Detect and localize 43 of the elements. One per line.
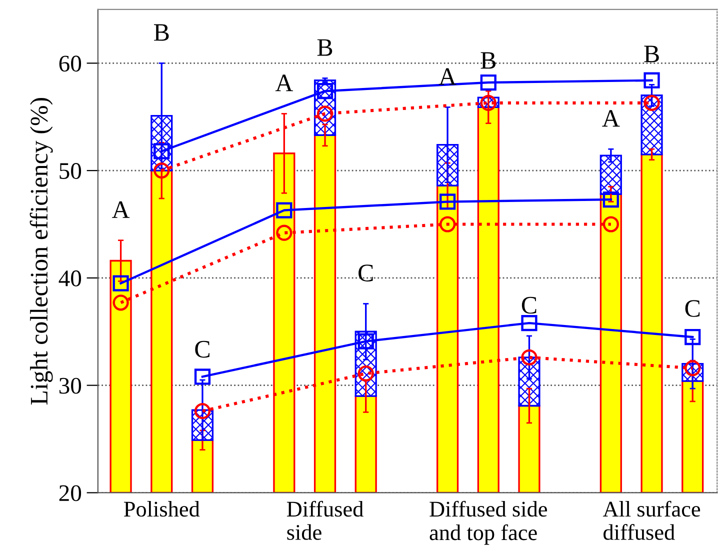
y-tick-label: 20 <box>59 485 82 502</box>
point <box>644 94 660 111</box>
point <box>521 314 538 332</box>
x-tick-label: Polished <box>124 501 200 517</box>
annotation: A <box>275 74 294 92</box>
point <box>602 192 619 208</box>
y-tick-label: 30 <box>59 378 82 394</box>
point <box>112 294 129 311</box>
point <box>154 162 170 179</box>
point <box>112 275 129 292</box>
point <box>602 216 619 232</box>
point <box>439 216 456 232</box>
y-tick-label: 40 <box>58 270 82 286</box>
annotation: C <box>195 340 210 358</box>
annotation: B <box>154 24 169 41</box>
x-tick-label: All surface diffused <box>602 500 700 540</box>
annotation: A <box>602 110 620 127</box>
annotation: C <box>685 300 700 317</box>
annotation: A <box>112 201 130 218</box>
point <box>276 224 292 241</box>
y-tick-label: 50 <box>60 163 82 179</box>
annotation: C <box>358 264 373 282</box>
point <box>358 333 374 350</box>
point <box>358 365 374 382</box>
annotation: B <box>644 46 659 62</box>
annotation: B <box>317 39 332 56</box>
point <box>480 74 496 91</box>
x-tick-label: Diffused side <box>286 500 364 540</box>
point <box>194 368 211 385</box>
point <box>194 403 211 420</box>
point <box>521 349 538 366</box>
y-tick-label: 60 <box>59 56 82 72</box>
point <box>316 83 334 100</box>
y-axis-title: Light collection efficiency (%) <box>30 98 53 405</box>
point <box>644 72 660 88</box>
annotation: B <box>480 52 496 69</box>
point <box>480 94 496 111</box>
annotation: A <box>438 68 456 85</box>
point <box>439 194 456 210</box>
point <box>684 328 701 346</box>
annotation: C <box>522 296 536 314</box>
point <box>276 202 292 218</box>
x-tick-label: Diffused side and top face <box>430 500 547 545</box>
